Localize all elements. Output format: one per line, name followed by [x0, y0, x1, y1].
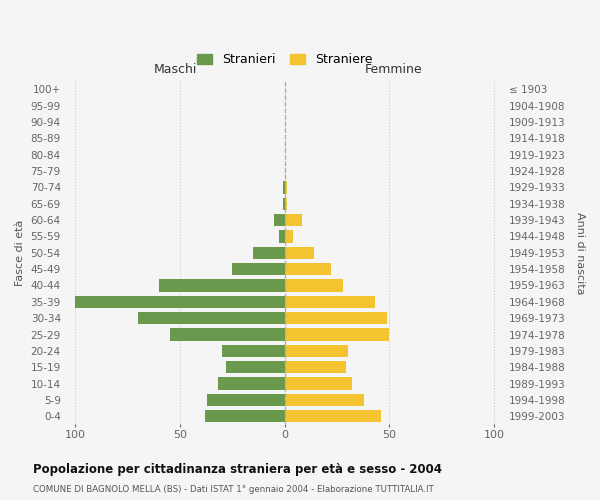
- Bar: [285, 296, 375, 308]
- Bar: [283, 181, 285, 194]
- Bar: [285, 181, 287, 194]
- Bar: [283, 198, 285, 210]
- Bar: [222, 344, 285, 357]
- Bar: [278, 230, 285, 242]
- Legend: Stranieri, Straniere: Stranieri, Straniere: [193, 50, 377, 70]
- Bar: [285, 214, 302, 226]
- Text: COMUNE DI BAGNOLO MELLA (BS) - Dati ISTAT 1° gennaio 2004 - Elaborazione TUTTITA: COMUNE DI BAGNOLO MELLA (BS) - Dati ISTA…: [33, 485, 434, 494]
- Bar: [285, 410, 381, 422]
- Bar: [218, 378, 285, 390]
- Text: Maschi: Maschi: [154, 63, 197, 76]
- Y-axis label: Anni di nascita: Anni di nascita: [575, 212, 585, 294]
- Text: Popolazione per cittadinanza straniera per età e sesso - 2004: Popolazione per cittadinanza straniera p…: [33, 462, 442, 475]
- Bar: [205, 410, 285, 422]
- Bar: [138, 312, 285, 324]
- Bar: [159, 280, 285, 291]
- Bar: [285, 230, 293, 242]
- Bar: [285, 394, 364, 406]
- Bar: [285, 328, 389, 340]
- Y-axis label: Fasce di età: Fasce di età: [15, 220, 25, 286]
- Bar: [208, 394, 285, 406]
- Bar: [285, 312, 388, 324]
- Text: Femmine: Femmine: [365, 63, 422, 76]
- Bar: [285, 361, 346, 374]
- Bar: [232, 263, 285, 276]
- Bar: [253, 246, 285, 259]
- Bar: [76, 296, 285, 308]
- Bar: [274, 214, 285, 226]
- Bar: [285, 344, 347, 357]
- Bar: [285, 378, 352, 390]
- Bar: [170, 328, 285, 340]
- Bar: [285, 263, 331, 276]
- Bar: [285, 198, 287, 210]
- Bar: [285, 246, 314, 259]
- Bar: [285, 280, 343, 291]
- Bar: [226, 361, 285, 374]
